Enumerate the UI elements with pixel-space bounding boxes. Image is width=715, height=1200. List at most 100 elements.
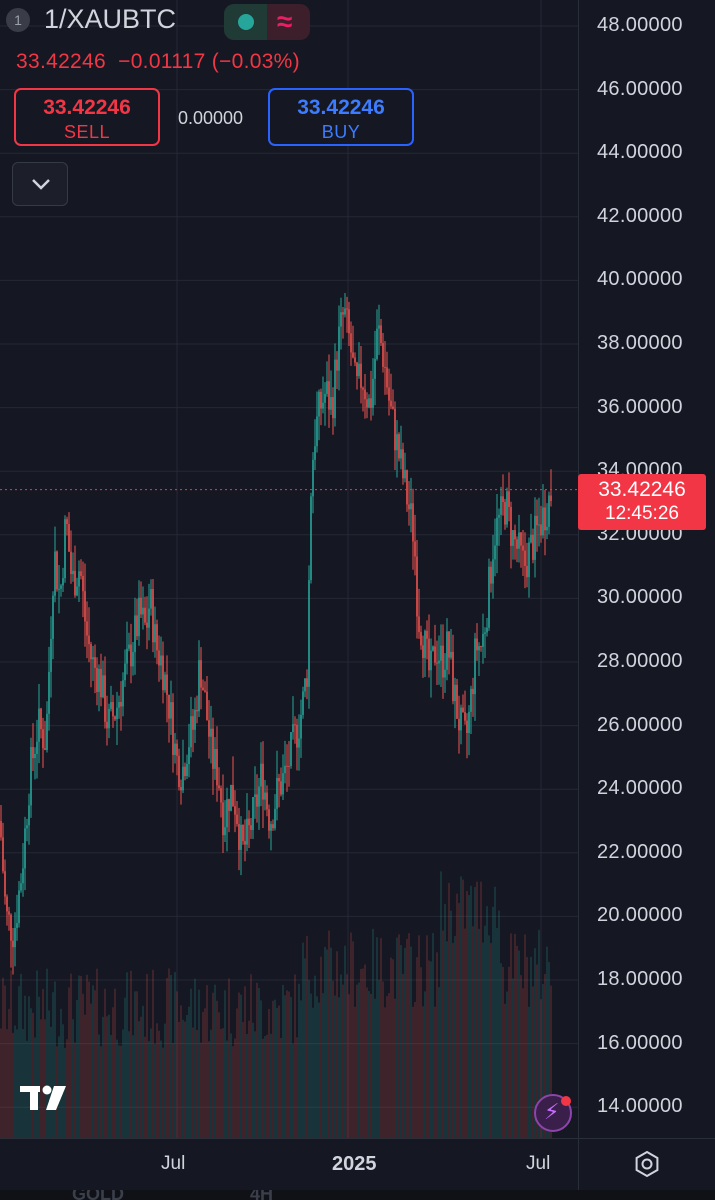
candle-body bbox=[334, 359, 336, 419]
candle-body bbox=[240, 824, 242, 850]
time-axis[interactable]: Jul 2025 Jul bbox=[0, 1138, 578, 1191]
volume-bar bbox=[266, 1034, 268, 1138]
candle-body bbox=[90, 644, 92, 660]
volume-bar bbox=[242, 1021, 244, 1138]
volume-bar bbox=[20, 973, 22, 1138]
candle-body bbox=[82, 575, 84, 592]
volume-bar bbox=[460, 876, 462, 1138]
volume-bar bbox=[424, 991, 426, 1138]
candle-body bbox=[476, 638, 478, 651]
candle-body bbox=[210, 728, 212, 737]
candle-body bbox=[78, 571, 80, 587]
volume-bar bbox=[376, 937, 378, 1138]
volume-bar bbox=[516, 946, 518, 1138]
candle-body bbox=[32, 747, 34, 759]
buy-button[interactable]: 33.42246 BUY bbox=[268, 88, 414, 146]
candle-body bbox=[534, 515, 536, 560]
sell-button[interactable]: 33.42246 SELL bbox=[14, 88, 160, 146]
sell-price: 33.42246 bbox=[43, 96, 131, 119]
volume-bar bbox=[96, 968, 98, 1138]
candle-body bbox=[478, 646, 480, 651]
candle-body bbox=[530, 534, 532, 543]
candle-body bbox=[452, 651, 454, 702]
candle-body bbox=[258, 786, 260, 807]
volume-bar bbox=[244, 986, 246, 1138]
volume-bar bbox=[250, 974, 252, 1138]
candle-body bbox=[202, 687, 204, 691]
volume-bar bbox=[60, 1008, 62, 1138]
volume-bar bbox=[338, 997, 340, 1138]
volume-bar bbox=[92, 985, 94, 1138]
volume-bar bbox=[248, 1020, 250, 1138]
candle-body bbox=[66, 519, 68, 524]
candle-body bbox=[8, 911, 10, 915]
candle-body bbox=[256, 794, 258, 807]
volume-bar bbox=[426, 935, 428, 1138]
candle-body bbox=[124, 663, 126, 681]
volume-bar bbox=[262, 1038, 264, 1138]
candle-body bbox=[118, 702, 120, 708]
collapse-legend-button[interactable] bbox=[12, 162, 68, 206]
price-axis-label: 28.00000 bbox=[597, 650, 683, 672]
candle-body bbox=[506, 491, 508, 525]
volume-bar bbox=[396, 937, 398, 1138]
volume-bar bbox=[518, 950, 520, 1138]
candle-body bbox=[176, 743, 178, 756]
candle-body bbox=[62, 578, 64, 586]
candle-body bbox=[160, 655, 162, 666]
candle-body bbox=[406, 470, 408, 505]
candle-body bbox=[434, 646, 436, 663]
volume-bar bbox=[124, 997, 126, 1138]
candle-body bbox=[274, 808, 276, 829]
volume-bar bbox=[436, 952, 438, 1138]
price-axis-label: 14.00000 bbox=[597, 1095, 683, 1118]
candle-body bbox=[142, 607, 144, 615]
volume-bar bbox=[334, 995, 336, 1138]
volume-bar bbox=[238, 992, 240, 1138]
settings-icon[interactable] bbox=[633, 1150, 661, 1178]
candle-body bbox=[110, 702, 112, 709]
volume-bar bbox=[94, 990, 96, 1138]
chart-pane[interactable] bbox=[0, 0, 578, 1138]
volume-bar bbox=[350, 932, 352, 1138]
candle-body bbox=[174, 743, 176, 755]
last-price: 33.42246 bbox=[16, 50, 106, 73]
candle-body bbox=[328, 381, 330, 410]
volume-bar bbox=[464, 928, 466, 1138]
symbol-title[interactable]: 1/XAUBTC bbox=[44, 4, 177, 34]
volume-bar bbox=[276, 1007, 278, 1138]
candle-body bbox=[516, 539, 518, 549]
rank-badge: 1 bbox=[6, 8, 30, 32]
candle-body bbox=[74, 570, 76, 596]
volume-bar bbox=[82, 993, 84, 1138]
volume-bar bbox=[346, 974, 348, 1138]
candle-body bbox=[154, 624, 156, 643]
candle-body bbox=[364, 389, 366, 400]
candle-body bbox=[286, 765, 288, 767]
volume-bar bbox=[24, 995, 26, 1138]
volume-bar bbox=[246, 1033, 248, 1138]
candle-body bbox=[378, 325, 380, 329]
volume-bar bbox=[158, 1030, 160, 1138]
volume-bar bbox=[382, 981, 384, 1138]
candle-body bbox=[442, 645, 444, 678]
volume-bar bbox=[380, 938, 382, 1138]
volume-bar bbox=[524, 934, 526, 1138]
candle-body bbox=[276, 778, 278, 809]
price-chart[interactable] bbox=[0, 0, 578, 1138]
lightning-button[interactable]: ⚡ bbox=[534, 1094, 572, 1132]
market-status-pill[interactable]: ≈ bbox=[224, 4, 310, 40]
candle-body bbox=[358, 363, 360, 377]
candle-body bbox=[68, 523, 70, 552]
volume-bar bbox=[178, 1021, 180, 1138]
candle-body bbox=[140, 597, 142, 615]
candle-body bbox=[436, 662, 438, 664]
price-axis[interactable]: 48.00000 46.00000 44.00000 42.00000 40.00000… bbox=[578, 0, 715, 1138]
candle-body bbox=[336, 359, 338, 371]
volume-bar bbox=[416, 957, 418, 1138]
volume-bar bbox=[214, 984, 216, 1138]
buy-price: 33.42246 bbox=[297, 96, 385, 119]
candle-body bbox=[492, 559, 494, 584]
candle-body bbox=[444, 669, 446, 678]
candle-body bbox=[104, 675, 106, 722]
